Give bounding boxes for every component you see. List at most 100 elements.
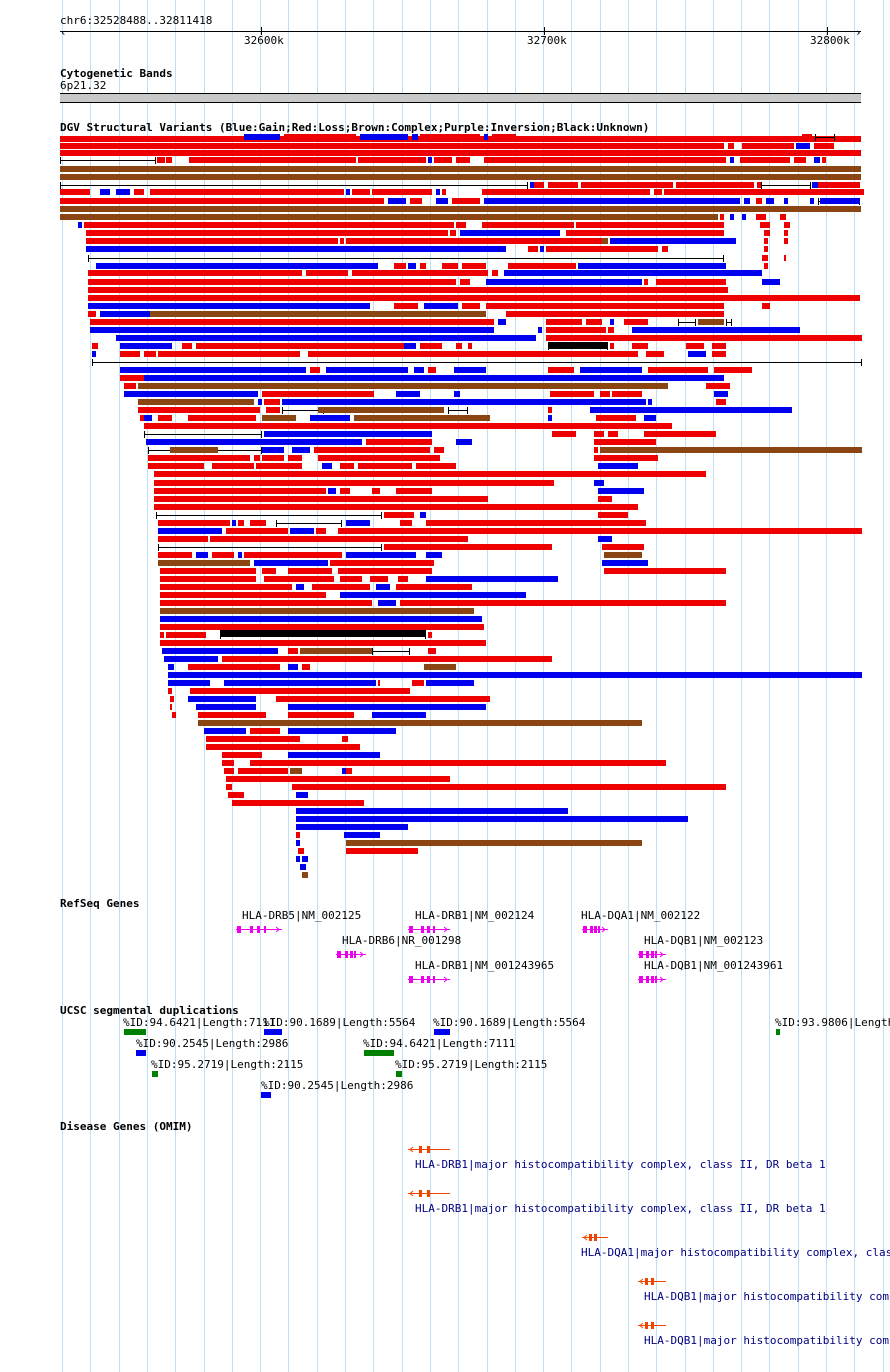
dgv-gain-bar[interactable]	[610, 238, 736, 244]
dgv-loss-bar[interactable]	[508, 263, 576, 269]
dgv-loss-bar[interactable]	[189, 157, 356, 163]
dgv-loss-bar[interactable]	[506, 311, 724, 317]
dgv-loss-bar[interactable]	[206, 744, 360, 750]
dgv-gain-bar[interactable]	[504, 270, 762, 276]
dgv-loss-bar[interactable]	[394, 303, 418, 309]
dgv-loss-bar[interactable]	[646, 351, 664, 357]
dgv-loss-bar[interactable]	[460, 279, 470, 285]
segdup-bar[interactable]	[434, 1029, 450, 1035]
dgv-loss-bar[interactable]	[140, 415, 144, 421]
dgv-gain-bar[interactable]	[296, 792, 308, 798]
dgv-loss-bar[interactable]	[372, 488, 380, 494]
dgv-loss-bar[interactable]	[172, 712, 176, 718]
dgv-gain-bar[interactable]	[164, 656, 218, 662]
dgv-gain-bar[interactable]	[426, 680, 474, 686]
omim-label[interactable]: HLA-DQB1|major histocompatibility comple…	[644, 1290, 890, 1303]
dgv-loss-bar[interactable]	[238, 520, 244, 526]
dgv-variant-connector[interactable]	[92, 362, 862, 363]
dgv-loss-bar[interactable]	[238, 768, 288, 774]
dgv-loss-bar[interactable]	[60, 143, 724, 149]
dgv-gain-bar[interactable]	[428, 157, 432, 163]
dgv-loss-bar[interactable]	[314, 447, 430, 453]
dgv-loss-bar[interactable]	[762, 303, 770, 309]
dgv-variant-connector[interactable]	[276, 523, 342, 524]
dgv-loss-bar[interactable]	[340, 576, 362, 582]
refseq-gene-label[interactable]: HLA-DRB1|NM_002124	[415, 909, 535, 922]
dgv-complex-bar[interactable]	[346, 840, 642, 846]
dgv-loss-bar[interactable]	[664, 189, 864, 195]
dgv-gain-bar[interactable]	[296, 824, 408, 830]
dgv-loss-bar[interactable]	[256, 463, 302, 469]
dgv-complex-bar[interactable]	[170, 447, 218, 453]
dgv-loss-bar[interactable]	[784, 255, 786, 261]
dgv-gain-bar[interactable]	[810, 198, 814, 204]
dgv-loss-bar[interactable]	[784, 230, 788, 236]
dgv-loss-bar[interactable]	[632, 343, 648, 349]
dgv-loss-bar[interactable]	[160, 568, 256, 574]
dgv-loss-bar[interactable]	[468, 343, 472, 349]
refseq-gene-glyph[interactable]	[582, 925, 608, 934]
dgv-loss-bar[interactable]	[160, 584, 292, 590]
dgv-gain-bar[interactable]	[258, 399, 262, 405]
dgv-loss-bar[interactable]	[456, 222, 466, 228]
dgv-loss-bar[interactable]	[198, 712, 266, 718]
dgv-gain-bar[interactable]	[310, 415, 350, 421]
dgv-gain-bar[interactable]	[292, 447, 310, 453]
dgv-gain-bar[interactable]	[688, 351, 706, 357]
dgv-gain-bar[interactable]	[302, 856, 308, 862]
dgv-loss-bar[interactable]	[60, 150, 861, 156]
dgv-loss-bar[interactable]	[352, 270, 488, 276]
segdup-label[interactable]: %ID:93.9806|Length:	[775, 1016, 890, 1029]
dgv-loss-bar[interactable]	[742, 143, 794, 149]
dgv-complex-bar[interactable]	[604, 552, 642, 558]
dgv-gain-bar[interactable]	[376, 584, 390, 590]
dgv-loss-bar[interactable]	[452, 198, 480, 204]
dgv-loss-bar[interactable]	[420, 343, 442, 349]
dgv-gain-bar[interactable]	[404, 343, 416, 349]
dgv-loss-bar[interactable]	[222, 656, 552, 662]
dgv-gain-bar[interactable]	[632, 327, 800, 333]
dgv-loss-bar[interactable]	[552, 431, 576, 437]
dgv-loss-bar[interactable]	[210, 536, 468, 542]
dgv-loss-bar[interactable]	[158, 520, 230, 526]
segdup-bar[interactable]	[124, 1029, 146, 1035]
dgv-gain-bar[interactable]	[300, 864, 306, 870]
dgv-loss-bar[interactable]	[88, 295, 860, 301]
dgv-loss-bar[interactable]	[764, 246, 768, 252]
dgv-loss-bar[interactable]	[428, 648, 436, 654]
dgv-loss-bar[interactable]	[188, 415, 256, 421]
refseq-gene-label[interactable]: HLA-DRB5|NM_002125	[242, 909, 362, 922]
dgv-loss-bar[interactable]	[780, 214, 786, 220]
dgv-loss-bar[interactable]	[546, 335, 862, 341]
omim-label[interactable]: HLA-DRB1|major histocompatibility comple…	[415, 1202, 826, 1215]
dgv-gain-bar[interactable]	[116, 189, 130, 195]
dgv-loss-bar[interactable]	[412, 680, 424, 686]
dgv-gain-bar[interactable]	[288, 664, 298, 670]
dgv-loss-bar[interactable]	[594, 455, 658, 461]
dgv-gain-bar[interactable]	[602, 560, 648, 566]
dgv-loss-bar[interactable]	[720, 214, 724, 220]
dgv-loss-bar[interactable]	[158, 415, 172, 421]
dgv-gain-bar[interactable]	[598, 488, 644, 494]
dgv-gain-bar[interactable]	[224, 680, 376, 686]
dgv-gain-bar[interactable]	[92, 351, 96, 357]
omim-gene-glyph[interactable]	[408, 1189, 450, 1198]
dgv-loss-bar[interactable]	[288, 568, 332, 574]
dgv-loss-bar[interactable]	[384, 544, 552, 550]
dgv-loss-bar[interactable]	[346, 712, 354, 718]
dgv-gain-bar[interactable]	[96, 263, 378, 269]
dgv-unknown-bar[interactable]	[548, 342, 608, 349]
dgv-gain-bar[interactable]	[146, 439, 362, 445]
dgv-loss-bar[interactable]	[384, 512, 414, 518]
dgv-loss-bar[interactable]	[822, 157, 826, 163]
dgv-loss-bar[interactable]	[160, 592, 326, 598]
dgv-loss-bar[interactable]	[358, 157, 426, 163]
dgv-loss-bar[interactable]	[534, 182, 544, 188]
dgv-loss-bar[interactable]	[310, 367, 320, 373]
dgv-loss-bar[interactable]	[154, 504, 638, 510]
dgv-gain-bar[interactable]	[644, 415, 656, 421]
dgv-loss-bar[interactable]	[302, 664, 310, 670]
dgv-gain-bar[interactable]	[538, 327, 542, 333]
dgv-complex-bar[interactable]	[198, 720, 642, 726]
dgv-variant-connector[interactable]	[448, 410, 468, 411]
